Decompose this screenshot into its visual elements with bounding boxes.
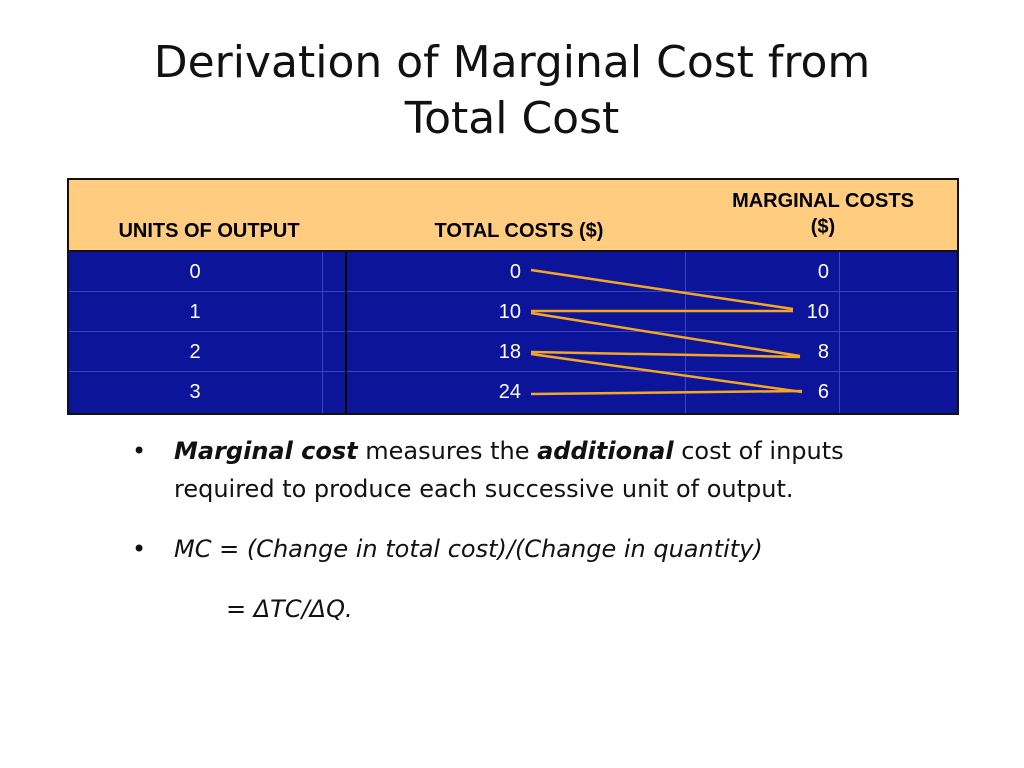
table-body: 0 0 0 1 10 10 2 18 8 3 24 6 — [69, 252, 957, 413]
cell-total-cost: 10 — [498, 301, 521, 323]
column-divider — [345, 252, 347, 413]
cell-units: 0 — [189, 261, 201, 283]
cell-units: 2 — [189, 341, 201, 363]
cell-units: 3 — [189, 381, 201, 403]
formula-text: MC = (Change in total cost)/(Change in q… — [174, 535, 763, 563]
formula-equation: = ΔTC/ΔQ. — [226, 595, 353, 623]
emphasis-additional: additional — [537, 437, 674, 465]
header-marginal-line-1: MARGINAL COSTS — [732, 190, 914, 212]
table-row: 3 24 6 — [69, 372, 957, 412]
title-line-1: Derivation of Marginal Cost from — [153, 37, 871, 88]
table-row: 0 0 0 — [69, 252, 957, 292]
cell-marginal-cost: 10 — [806, 301, 829, 323]
bullet-mc-formula: • MC = (Change in total cost)/(Change in… — [130, 530, 930, 568]
cell-total-cost: 18 — [498, 341, 521, 363]
header-marginal-line-2: ($) — [810, 216, 836, 238]
table-row: 2 18 8 — [69, 332, 957, 372]
bullet-dot-icon: • — [132, 535, 147, 563]
table-row: 1 10 10 — [69, 292, 957, 332]
title-line-2: Total Cost — [404, 93, 620, 144]
cell-total-cost: 0 — [509, 261, 521, 283]
cell-marginal-cost: 8 — [817, 341, 829, 363]
column-divider — [839, 252, 840, 413]
table-header: UNITS OF OUTPUT TOTAL COSTS ($) MARGINAL… — [69, 180, 957, 252]
cell-total-cost: 24 — [498, 381, 521, 403]
header-units: UNITS OF OUTPUT — [118, 220, 300, 242]
cell-marginal-cost: 6 — [817, 381, 829, 403]
bullet-list: • Marginal cost measures the additional … — [130, 432, 930, 628]
marginal-cost-table: UNITS OF OUTPUT TOTAL COSTS ($) MARGINAL… — [67, 178, 959, 415]
term-marginal-cost: Marginal cost — [174, 437, 358, 465]
slide-title: Derivation of Marginal Cost from Total C… — [0, 35, 1024, 147]
bullet-text: cost of inputs required to produce each … — [174, 437, 844, 503]
header-marginal-costs: MARGINAL COSTS ($) — [703, 188, 943, 240]
bullet-text: measures the — [357, 437, 538, 465]
cell-marginal-cost: 0 — [817, 261, 829, 283]
column-divider — [322, 252, 323, 413]
header-total-costs: TOTAL COSTS ($) — [434, 220, 604, 242]
column-divider — [685, 252, 686, 413]
cell-units: 1 — [189, 301, 201, 323]
bullet-dot-icon: • — [132, 437, 147, 465]
bullet-marginal-cost-definition: • Marginal cost measures the additional … — [130, 432, 930, 508]
